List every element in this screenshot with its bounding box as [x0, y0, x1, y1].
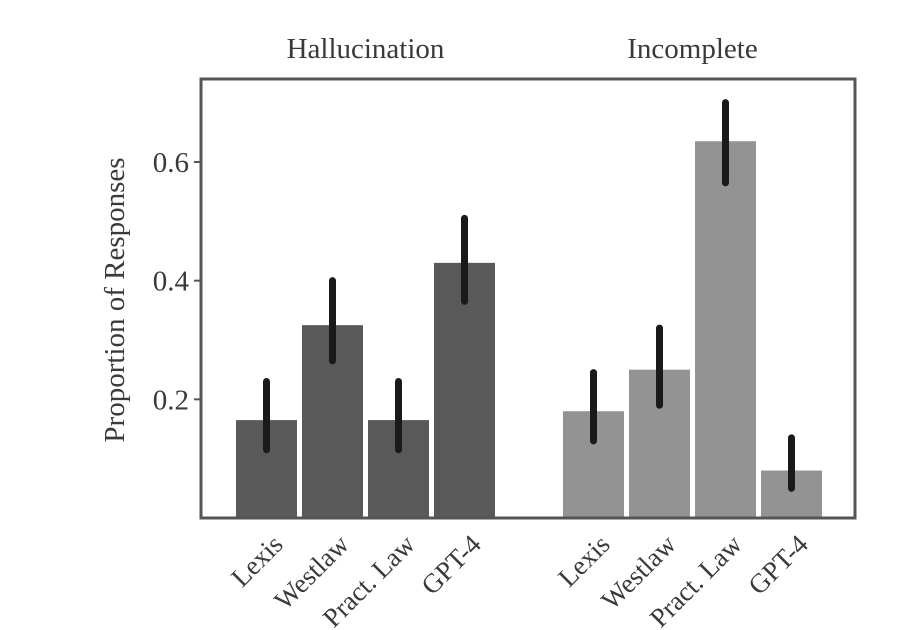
panel-title-0: Hallucination [287, 33, 445, 65]
bar-0-3 [434, 262, 495, 518]
bar-1-2 [695, 141, 756, 518]
y-tick-label-2: 0.6 [153, 147, 189, 179]
panel-title-1: Incomplete [627, 33, 757, 65]
y-tick-label-1: 0.4 [153, 266, 190, 298]
y-axis-title: Proportion of Responses [99, 157, 131, 442]
x-tick-label-0-3: GPT-4 [415, 529, 487, 601]
y-tick-label-0: 0.2 [153, 384, 189, 416]
plot-frame [199, 77, 857, 520]
x-tick-label-1-3: GPT-4 [742, 529, 814, 601]
